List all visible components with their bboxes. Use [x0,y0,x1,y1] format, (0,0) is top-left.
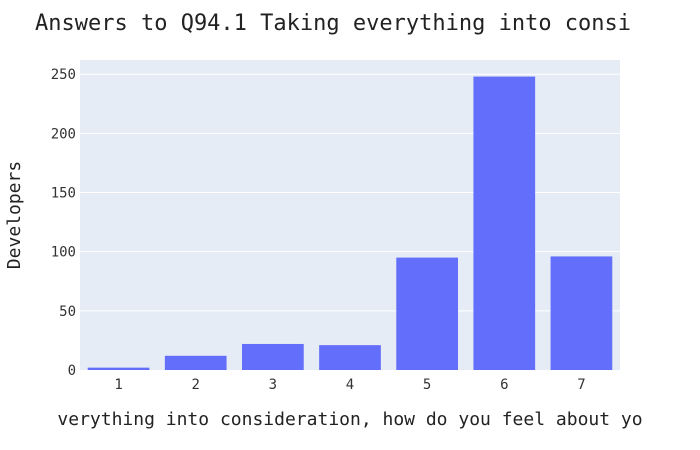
y-tick-label: 200 [51,126,76,142]
x-tick-label: 5 [423,377,431,393]
x-tick-label: 1 [114,377,122,393]
y-tick-label: 250 [51,67,76,83]
bar-2 [164,355,227,370]
y-tick-label: 50 [59,304,76,320]
bar-3 [242,343,304,370]
x-tick-label: 3 [269,377,277,393]
x-tick-label: 4 [346,377,354,393]
plot-area [80,60,620,370]
bar-1 [87,367,150,370]
x-axis-ticks: 1 2 3 4 5 6 7 [114,377,585,393]
x-axis-title: verything into consideration, how do you… [57,409,642,430]
x-tick-label: 6 [500,377,508,393]
bar-5 [396,257,458,370]
y-axis-title: Developers [4,161,25,269]
y-tick-label: 100 [51,245,76,261]
bar-4 [319,345,381,370]
y-tick-label: 0 [68,363,76,379]
chart-title: Answers to Q94.1 Taking everything into … [35,11,631,36]
y-axis-ticks: 0 50 100 150 200 250 [51,67,76,379]
bar-6 [473,76,536,371]
y-tick-label: 150 [51,186,76,202]
x-tick-label: 2 [191,377,199,393]
bars [87,76,613,371]
x-tick-label: 7 [577,377,585,393]
bar-7 [550,256,613,370]
